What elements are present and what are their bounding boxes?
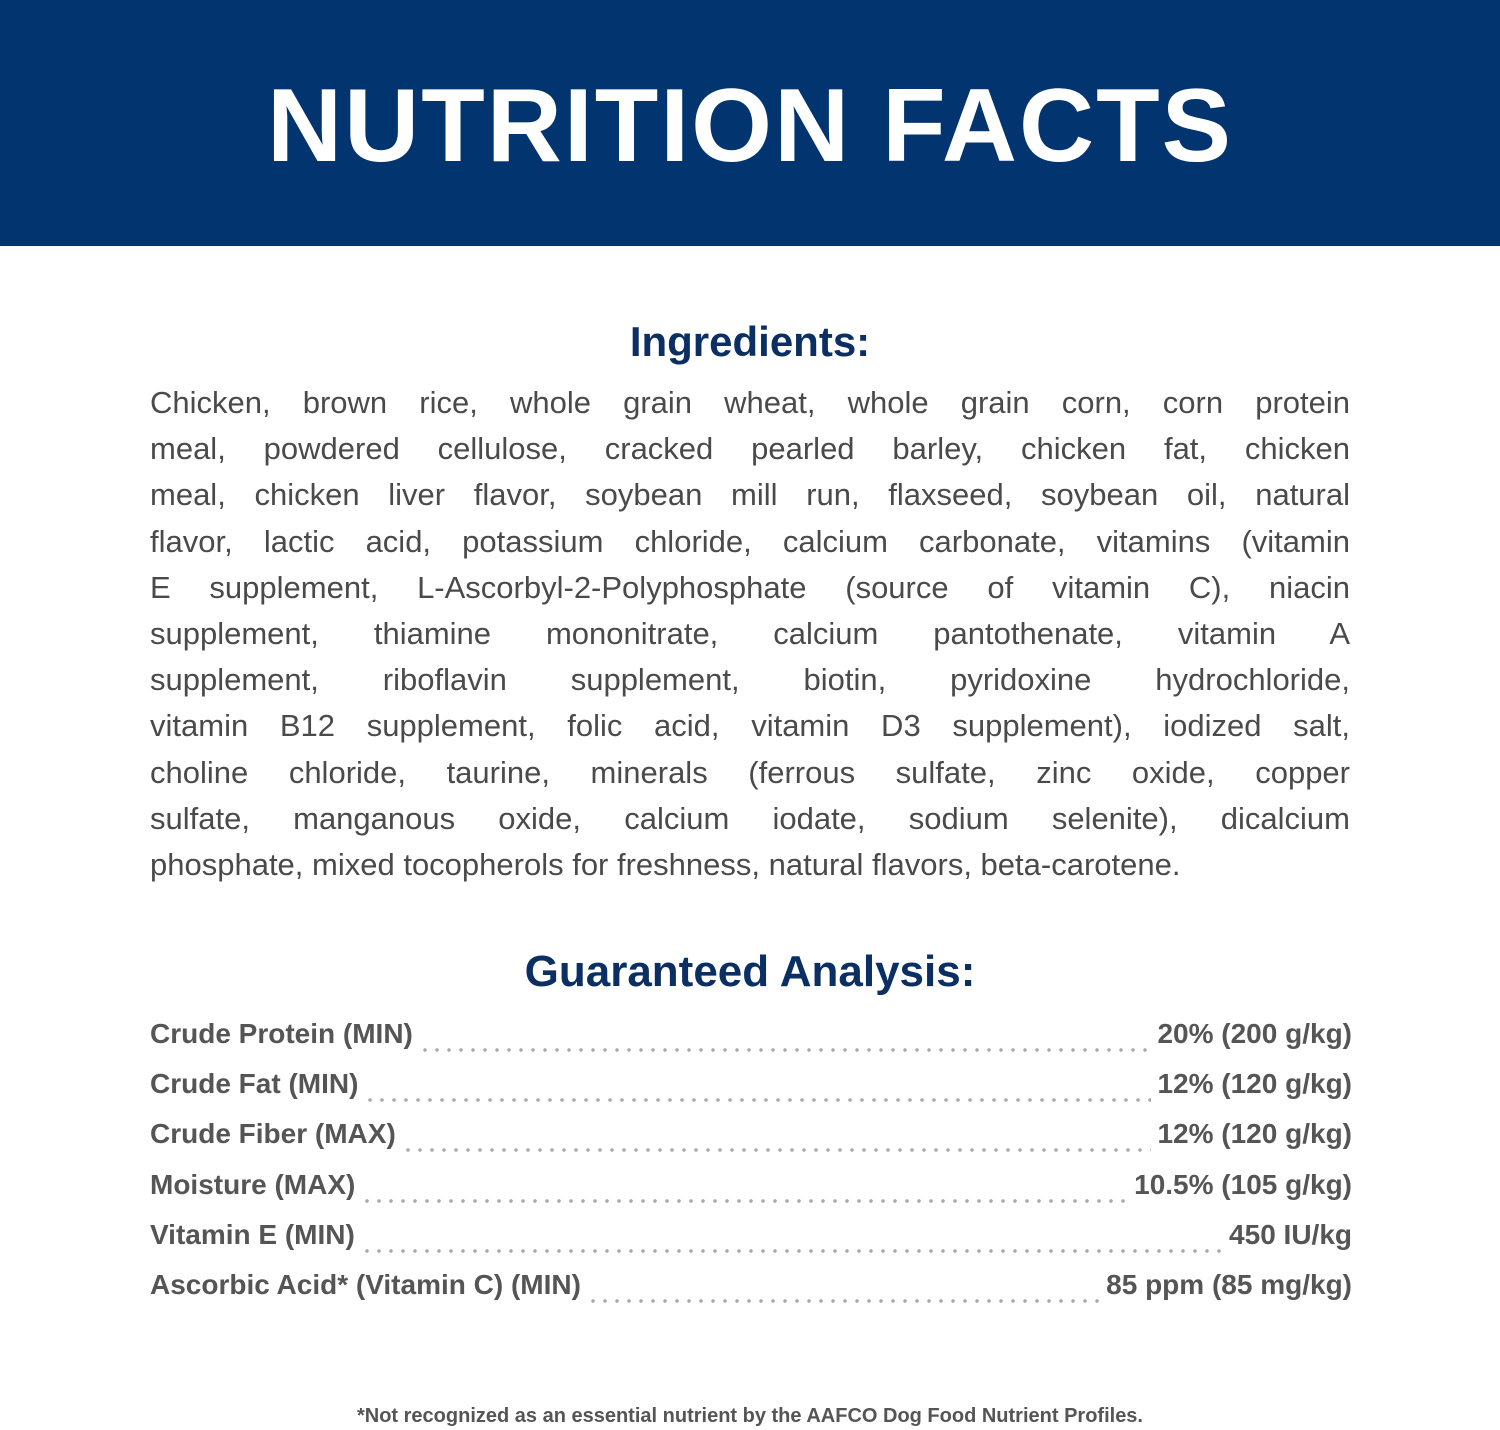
analysis-row: Moisture (MAX) 10.5% (105 g/kg) <box>150 1169 1352 1219</box>
dot-leader <box>401 1148 1152 1153</box>
nutrient-label: Crude Fiber (MAX) <box>150 1118 396 1150</box>
analysis-row: Crude Protein (MIN) 20% (200 g/kg) <box>150 1018 1352 1068</box>
analysis-row: Crude Fiber (MAX) 12% (120 g/kg) <box>150 1118 1352 1168</box>
ingredients-line: supplement, riboflavin supplement, bioti… <box>150 662 1350 698</box>
ingredients-line: meal, powdered cellulose, cracked pearle… <box>150 431 1350 467</box>
ingredients-heading: Ingredients: <box>629 318 871 365</box>
nutrient-value: 20% (200 g/kg) <box>1157 1018 1352 1049</box>
nutrient-label: Crude Protein (MIN) <box>150 1018 413 1049</box>
ingredients-line: phosphate, mixed tocopherols for freshne… <box>150 846 1181 882</box>
nutrient-label: Moisture (MAX) <box>150 1168 356 1200</box>
page-title: NUTRITION FACTS <box>267 68 1233 184</box>
ingredients-line: E supplement, L-Ascorbyl-2-Polyphosphate… <box>150 569 1350 605</box>
dot-leader <box>361 1198 1129 1203</box>
footnote: *Not recognized as an essential nutrient… <box>356 1405 1143 1427</box>
ingredients-list: Chicken, brown rice, whole grain wheat, … <box>150 380 1350 888</box>
analysis-row: Ascorbic Acid* (Vitamin C) (MIN) 85 ppm (… <box>150 1269 1352 1319</box>
ingredients-line: flavor, lactic acid, potassium chloride,… <box>150 523 1350 559</box>
nutrient-value: 85 ppm (85 mg/kg) <box>1106 1268 1352 1300</box>
ingredients-line: choline chloride, taurine, minerals (fer… <box>150 754 1350 790</box>
guaranteed-analysis-table: Crude Protein (MIN) 20% (200 g/kg) Crude F… <box>150 1018 1352 1319</box>
nutrient-label: Crude Fat (MIN) <box>150 1068 359 1100</box>
guaranteed-analysis-heading: Guaranteed Analysis: <box>524 947 976 996</box>
nutrient-value: 12% (120 g/kg) <box>1157 1068 1352 1100</box>
nutrient-value: 12% (120 g/kg) <box>1157 1118 1352 1150</box>
ingredients-line: meal, chicken liver flavor, soybean mill… <box>150 477 1350 513</box>
analysis-row: Crude Fat (MIN) 12% (120 g/kg) <box>150 1068 1352 1118</box>
ingredients-line: supplement, thiamine mononitrate, calciu… <box>150 615 1350 651</box>
dot-leader <box>364 1098 1152 1103</box>
nutrient-value: 10.5% (105 g/kg) <box>1134 1168 1352 1200</box>
ingredients-line: sulfate, manganous oxide, calcium iodate… <box>150 800 1350 836</box>
ingredients-line: vitamin B12 supplement, folic acid, vita… <box>150 708 1350 744</box>
nutrient-value: 450 IU/kg <box>1229 1218 1352 1250</box>
dot-leader <box>360 1248 1224 1253</box>
analysis-row: Vitamin E (MIN) 450 IU/kg <box>150 1219 1352 1269</box>
header-banner: NUTRITION FACTS <box>0 0 1500 246</box>
dot-leader <box>586 1299 1101 1304</box>
dot-leader <box>418 1048 1152 1053</box>
ingredients-line: Chicken, brown rice, whole grain wheat, … <box>150 385 1350 420</box>
nutrient-label: Vitamin E (MIN) <box>150 1218 355 1250</box>
nutrient-label: Ascorbic Acid* (Vitamin C) (MIN) <box>150 1268 581 1300</box>
